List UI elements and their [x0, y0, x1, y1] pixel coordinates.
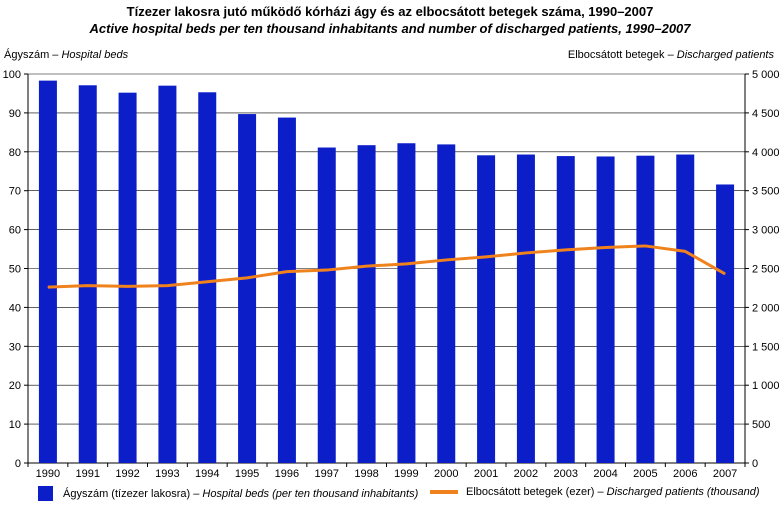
- bar-1994: [198, 92, 217, 464]
- right-tick-label: 0: [752, 458, 758, 470]
- bar-1998: [357, 145, 376, 463]
- x-tick-label: 1992: [115, 468, 139, 480]
- legend-item-discharged-patients: Elbocsátott betegek (ezer) – Discharged …: [430, 486, 760, 498]
- bar-1990: [38, 80, 57, 463]
- left-tick-label: 80: [9, 147, 21, 159]
- left-axis-title-en: Hospital beds: [61, 49, 129, 61]
- bar-1992: [118, 92, 137, 463]
- line-point-1992: [127, 285, 129, 287]
- bar-1995: [238, 114, 257, 463]
- right-tick-label: 1 000: [752, 380, 780, 392]
- bar-1991: [78, 85, 97, 463]
- x-tick-label: 1990: [36, 468, 60, 480]
- right-tick-label: 3 500: [752, 186, 780, 198]
- right-tick-label: 2 500: [752, 264, 780, 276]
- line-point-1993: [166, 285, 168, 287]
- left-tick-label: 20: [9, 380, 21, 392]
- line-point-1991: [87, 285, 89, 287]
- x-tick-label: 2000: [434, 468, 458, 480]
- x-tick-label: 1995: [235, 468, 259, 480]
- line-point-1998: [366, 265, 368, 267]
- left-tick-label: 40: [9, 302, 21, 314]
- left-tick-label: 50: [9, 264, 21, 276]
- right-tick-label: 5 000: [752, 69, 780, 81]
- bar-2001: [477, 155, 496, 463]
- left-axis-title-hu: Ágyszám: [4, 49, 50, 61]
- bar-2004: [596, 156, 615, 463]
- discharged-patients-line: [47, 244, 726, 289]
- right-axis-title: Elbocsátott betegek – Discharged patient…: [567, 49, 774, 61]
- left-tick-label: 70: [9, 186, 21, 198]
- x-tick-label: 1999: [394, 468, 418, 480]
- bar-1999: [397, 143, 416, 463]
- bar-2000: [437, 144, 456, 463]
- legend-item-hospital-beds: Ágyszám (tízezer lakosra) – Hospital bed…: [38, 486, 418, 501]
- line-point-2000: [445, 259, 447, 261]
- right-tick-label: 3 000: [752, 225, 780, 237]
- line-point-1994: [206, 281, 208, 283]
- line-point-1995: [246, 277, 248, 279]
- left-tick-label: 0: [15, 458, 21, 470]
- line-point-2007: [724, 273, 726, 275]
- line-point-1996: [286, 271, 288, 273]
- right-axis-title-en: Discharged patients: [676, 49, 774, 61]
- bar-2002: [516, 154, 535, 463]
- line-point-1990: [47, 286, 49, 288]
- legend-label-discharged-patients: Elbocsátott betegek (ezer) – Discharged …: [466, 486, 760, 498]
- left-tick-label: 90: [9, 108, 21, 120]
- left-tick-label: 100: [3, 69, 21, 81]
- legend-swatch-bar: [38, 486, 53, 501]
- legend-swatch-line: [430, 490, 458, 494]
- right-tick-label: 2 000: [752, 302, 780, 314]
- line-point-2006: [684, 250, 686, 252]
- x-tick-label: 2005: [633, 468, 657, 480]
- x-tick-label: 2002: [514, 468, 538, 480]
- line-point-2004: [605, 246, 607, 248]
- x-tick-label: 1994: [195, 468, 219, 480]
- bar-1993: [158, 85, 177, 464]
- x-tick-label: 1991: [76, 468, 100, 480]
- right-tick-label: 500: [752, 419, 770, 431]
- left-tick-label: 30: [9, 341, 21, 353]
- x-tick-label: 2003: [554, 468, 578, 480]
- bar-2006: [676, 154, 695, 463]
- left-tick-label: 60: [9, 225, 21, 237]
- left-tick-label: 10: [9, 419, 21, 431]
- line-point-2003: [565, 249, 567, 251]
- right-tick-label: 4 500: [752, 108, 780, 120]
- x-tick-label: 1996: [275, 468, 299, 480]
- bar-2007: [716, 184, 735, 463]
- x-tick-label: 1997: [315, 468, 339, 480]
- bar-2005: [636, 155, 655, 463]
- line-point-2001: [485, 256, 487, 258]
- bar-1997: [317, 147, 336, 463]
- right-axis-title-hu: Elbocsátott betegek: [567, 49, 665, 61]
- bar-2003: [556, 156, 575, 464]
- line-point-1997: [326, 269, 328, 271]
- legend-label-hospital-beds: Ágyszám (tízezer lakosra) – Hospital bed…: [63, 487, 419, 500]
- x-tick-label: 1998: [354, 468, 378, 480]
- x-tick-label: 2007: [713, 468, 737, 480]
- right-tick-label: 4 000: [752, 147, 780, 159]
- x-tick-label: 2006: [673, 468, 697, 480]
- line-point-1999: [405, 263, 407, 265]
- x-tick-label: 2001: [474, 468, 498, 480]
- line-point-2002: [525, 252, 527, 254]
- x-tick-label: 2004: [593, 468, 617, 480]
- line-point-2005: [644, 245, 646, 247]
- bar-1996: [277, 117, 296, 464]
- left-axis-title: Ágyszám – Hospital beds: [4, 49, 129, 61]
- chart-subtitle: Active hospital beds per ten thousand in…: [89, 21, 691, 36]
- right-tick-label: 1 500: [752, 341, 780, 353]
- x-tick-label: 1993: [155, 468, 179, 480]
- chart-title: Tízezer lakosra jutó működő kórházi ágy …: [126, 4, 654, 19]
